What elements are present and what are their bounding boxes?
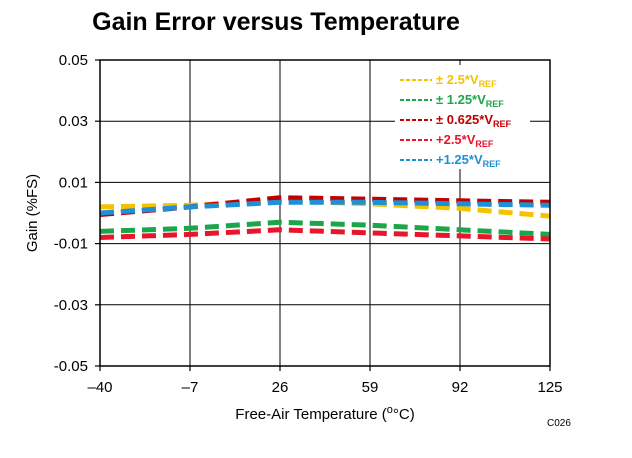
x-axis: –40 –7 26 59 92 125 [87, 366, 563, 396]
figure-code: C026 [547, 418, 571, 429]
y-tick-label: -0.05 [54, 358, 88, 375]
series-layer [99, 195, 551, 242]
y-tick-label: 0.01 [59, 174, 88, 191]
x-axis-label: Free-Air Temperature (o°C) [235, 404, 414, 423]
x-tick-label: 92 [452, 379, 469, 396]
plot-frame [99, 59, 551, 367]
y-tick-label: 0.05 [59, 52, 88, 69]
legend-label-1: ± 1.25*VREF [436, 92, 504, 109]
chart-title: Gain Error versus Temperature [92, 8, 460, 36]
y-tick-label: -0.03 [54, 297, 88, 314]
x-tick-label: 59 [362, 379, 379, 396]
legend-label-3: +2.5*VREF [436, 132, 494, 149]
legend-label-4: +1.25*VREF [436, 152, 501, 169]
legend-box [395, 65, 530, 169]
legend-label-2: ± 0.625*VREF [436, 112, 512, 129]
series-line-1 [99, 219, 551, 237]
y-axis-label: Gain (%FS) [24, 174, 41, 252]
x-tick-label: –40 [87, 379, 112, 396]
series-line-4 [99, 199, 551, 216]
x-tick-label: 26 [272, 379, 289, 396]
legend-label-0: ± 2.5*VREF [436, 72, 497, 89]
y-axis: 0.05 0.03 0.01 -0.01 -0.03 -0.05 [54, 52, 100, 375]
series-line-3 [99, 227, 551, 242]
x-tick-label: –7 [182, 379, 199, 396]
y-tick-label: 0.03 [59, 113, 88, 130]
legend: ± 2.5*VREF ± 1.25*VREF ± 0.625*VREF +2.5*VR… [395, 65, 530, 169]
x-tick-label: 125 [537, 379, 562, 396]
y-tick-label: -0.01 [54, 236, 88, 253]
